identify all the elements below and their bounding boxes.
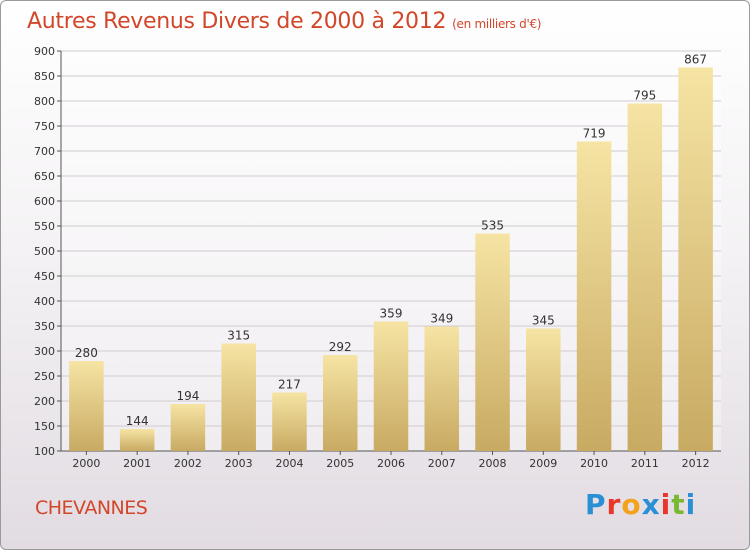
bar-value-label: 144	[126, 414, 149, 428]
y-tick-label: 100	[34, 445, 55, 458]
bar-value-label: 795	[633, 89, 656, 103]
bar-value-label: 719	[583, 127, 606, 141]
x-tick-label: 2012	[682, 457, 710, 470]
bar	[424, 326, 460, 451]
x-tick-label: 2004	[275, 457, 303, 470]
logo-letter: x	[641, 488, 661, 521]
x-tick-label: 2007	[428, 457, 456, 470]
x-tick-label: 2003	[225, 457, 253, 470]
axes: 100 150 200 250 300 350 400 450 500 550 600 650 700 7…	[34, 45, 721, 470]
x-tick-label: 2009	[529, 457, 557, 470]
y-tick-label: 550	[34, 220, 55, 233]
bar	[576, 141, 612, 451]
bar	[322, 355, 358, 451]
bar	[69, 361, 104, 451]
bar	[627, 103, 663, 451]
y-tick-label: 700	[34, 145, 55, 158]
data-labels: 280 144 194 315 217 292 359 349 535 345 719 795 867	[75, 53, 707, 429]
bar-value-label: 535	[481, 219, 504, 233]
y-tick-label: 800	[34, 95, 55, 108]
x-tick-label: 2006	[377, 457, 405, 470]
bar	[526, 328, 561, 451]
proxiti-logo[interactable]: Proxiti	[585, 488, 696, 521]
x-tick-label: 2001	[123, 457, 151, 470]
y-tick-label: 350	[34, 320, 55, 333]
bar-value-label: 359	[380, 307, 403, 321]
y-tick-label: 650	[34, 170, 55, 183]
logo-letter: r	[606, 488, 622, 521]
y-tick-label: 400	[34, 295, 55, 308]
x-tick-label: 2002	[174, 457, 202, 470]
bar-value-label: 345	[532, 314, 555, 328]
y-tick-label: 300	[34, 345, 55, 358]
logo-letter: t	[671, 488, 686, 521]
x-tick-label: 2010	[580, 457, 608, 470]
bar-value-label: 280	[75, 346, 98, 360]
bar	[475, 233, 510, 451]
bar-value-label: 349	[430, 312, 453, 326]
bar-value-label: 217	[278, 378, 301, 392]
bars	[69, 67, 713, 451]
y-tick-label: 150	[34, 420, 55, 433]
logo-letter: o	[621, 488, 642, 521]
logo-letter: i	[660, 488, 672, 521]
city-name: CHEVANNES	[35, 497, 148, 519]
bar-value-label: 292	[329, 340, 352, 354]
bar	[373, 321, 409, 451]
chart-subtitle: (en milliers d'€)	[452, 17, 542, 31]
bar-value-label: 315	[227, 329, 250, 343]
y-tick-label: 450	[34, 270, 55, 283]
x-tick-label: 2000	[72, 457, 100, 470]
x-tick-label: 2005	[326, 457, 354, 470]
y-tick-label: 900	[34, 45, 55, 58]
bar-value-label: 867	[684, 53, 707, 67]
bar	[119, 429, 155, 451]
logo-letter: i	[685, 488, 697, 521]
bar-value-label: 194	[176, 389, 199, 403]
y-tick-label: 850	[34, 70, 55, 83]
bar	[221, 343, 256, 451]
bar	[170, 404, 206, 451]
logo-letter: P	[585, 488, 607, 521]
y-tick-label: 750	[34, 120, 55, 133]
y-tick-label: 250	[34, 370, 55, 383]
chart-title-text: Autres Revenus Divers de 2000 à 2012	[27, 9, 447, 34]
chart-title: Autres Revenus Divers de 2000 à 2012 (en …	[27, 9, 541, 34]
bar	[678, 67, 713, 451]
x-tick-label: 2011	[631, 457, 659, 470]
y-tick-label: 200	[34, 395, 55, 408]
y-tick-label: 500	[34, 245, 55, 258]
x-tick-label: 2008	[479, 457, 507, 470]
bar	[272, 392, 307, 451]
y-tick-label: 600	[34, 195, 55, 208]
